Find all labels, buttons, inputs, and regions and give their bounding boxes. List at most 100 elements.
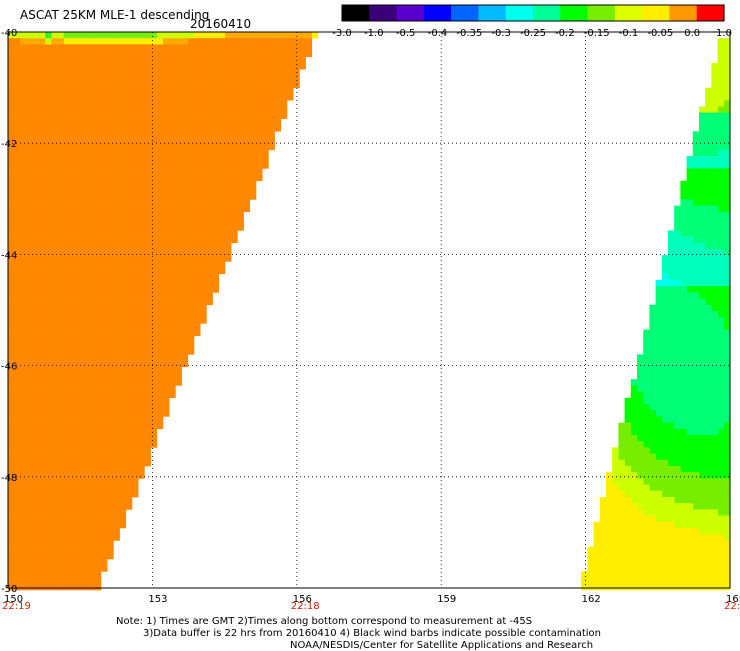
swath-cell xyxy=(26,379,34,386)
swath-cell xyxy=(14,38,21,45)
swath-cell xyxy=(711,552,718,560)
swath-cell xyxy=(20,205,27,213)
swath-cell xyxy=(668,534,675,541)
swath-cell xyxy=(692,205,700,213)
swath-cell xyxy=(94,354,102,361)
swath-cell xyxy=(101,273,108,281)
swath-cell xyxy=(82,447,89,454)
swath-cell xyxy=(206,100,213,107)
swath-cell xyxy=(717,546,725,554)
swath-cell xyxy=(125,69,133,76)
swath-cell xyxy=(132,391,139,399)
swath-cell xyxy=(699,540,706,547)
swath-cell xyxy=(212,56,220,64)
swath-cell xyxy=(8,552,15,560)
swath-cell xyxy=(70,180,77,188)
swath-cell xyxy=(692,528,700,535)
swath-cell xyxy=(680,218,687,225)
swath-cell xyxy=(212,118,220,126)
swath-cell xyxy=(606,540,613,547)
swath-cell xyxy=(39,125,46,132)
swath-cell xyxy=(82,50,89,58)
swath-cell xyxy=(138,267,145,275)
map-plot[interactable]: 150153156159162165-40-42-44-46-48-5022:1… xyxy=(0,0,740,615)
swath-cell xyxy=(280,112,288,120)
swath-cell xyxy=(8,342,15,349)
swath-cell xyxy=(144,242,151,250)
swath-cell xyxy=(686,187,694,194)
swath-cell xyxy=(101,348,108,355)
swath-cell xyxy=(692,441,700,448)
swath-cell xyxy=(76,348,83,355)
swath-cell xyxy=(94,149,102,157)
swath-cell xyxy=(699,342,706,349)
swath-cell xyxy=(655,323,663,330)
swath-cell xyxy=(14,348,21,355)
swath-cell xyxy=(231,63,238,70)
swath-cell xyxy=(175,143,182,151)
swath-cell xyxy=(82,484,89,492)
swath-cell xyxy=(268,63,275,70)
swath-cell xyxy=(39,267,46,275)
swath-cell xyxy=(194,125,201,132)
swath-cell xyxy=(107,552,114,560)
swath-cell xyxy=(723,391,731,399)
swath-cell xyxy=(699,267,706,275)
swath-cell xyxy=(225,149,232,157)
swath-cell xyxy=(26,410,34,417)
swath-cell xyxy=(26,261,34,268)
swath-cell xyxy=(20,397,27,405)
swath-cell xyxy=(138,397,145,405)
swath-cell xyxy=(593,559,601,566)
swath-cell xyxy=(57,453,65,461)
swath-cell xyxy=(163,280,170,287)
swath-cell xyxy=(88,304,96,312)
swath-cell xyxy=(88,218,96,225)
swath-cell xyxy=(101,50,108,58)
swath-cell xyxy=(8,373,15,380)
swath-cell xyxy=(686,174,694,182)
swath-cell xyxy=(76,280,83,287)
swath-cell xyxy=(163,348,170,355)
swath-cell xyxy=(668,410,675,417)
swath-cell xyxy=(243,118,251,126)
swath-cell xyxy=(280,106,288,113)
swath-cell xyxy=(144,323,151,330)
swath-cell xyxy=(119,304,127,312)
swath-cell xyxy=(107,211,114,219)
swath-cell xyxy=(175,94,182,101)
swath-cell xyxy=(113,311,120,318)
swath-cell xyxy=(101,187,108,194)
swath-cell xyxy=(649,385,656,392)
swath-cell xyxy=(125,459,133,467)
swath-cell xyxy=(26,559,34,566)
swath-cell xyxy=(237,106,244,113)
swath-cell xyxy=(225,187,232,194)
swath-cell xyxy=(88,509,96,516)
colorbar-swatch xyxy=(642,5,671,21)
swath-cell xyxy=(717,69,725,76)
swath-cell xyxy=(14,32,21,39)
swath-cell xyxy=(119,168,127,175)
swath-cell xyxy=(225,174,232,182)
swath-cell xyxy=(26,565,34,572)
swath-cell xyxy=(262,94,269,101)
swath-cell xyxy=(63,106,71,113)
swath-cell xyxy=(206,118,213,126)
swath-cell xyxy=(237,149,244,157)
swath-cell xyxy=(76,503,83,510)
swath-cell xyxy=(187,242,195,250)
swath-cell xyxy=(599,577,607,585)
swath-cell xyxy=(57,348,65,355)
swath-cell xyxy=(94,242,102,250)
swath-cell xyxy=(138,329,145,337)
swath-cell xyxy=(138,472,145,479)
swath-cell xyxy=(51,218,58,225)
swath-cell xyxy=(20,565,27,572)
swath-cell xyxy=(132,484,139,492)
swath-cell xyxy=(200,137,207,144)
swath-cell xyxy=(163,385,170,392)
swath-cell xyxy=(692,447,700,454)
swath-cell xyxy=(125,484,133,492)
swath-cell xyxy=(175,224,182,231)
